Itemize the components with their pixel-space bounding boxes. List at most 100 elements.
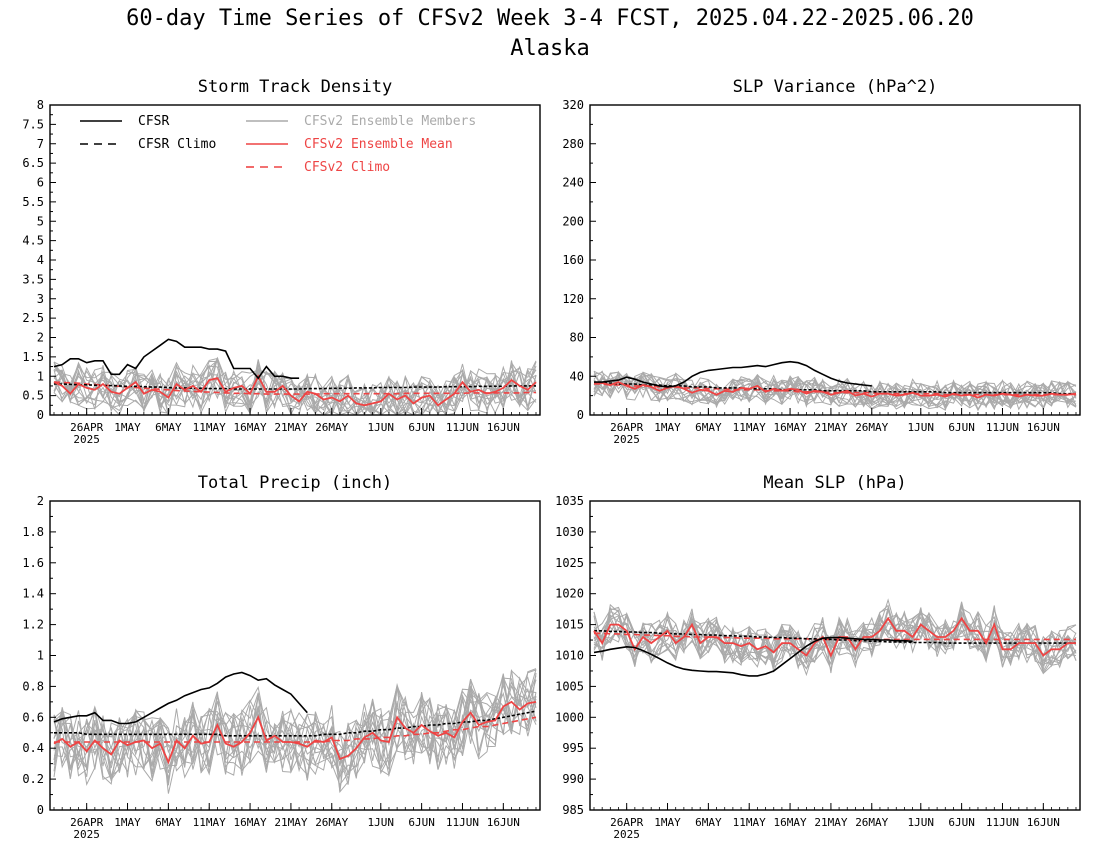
panel-4: Mean SLP (hPa) 985 990 995 1000 1005 1010 1015 1… [555,473,1081,841]
x-tick-label: 26APR [70,421,103,434]
panel-title: Mean SLP (hPa) [763,473,906,493]
x-tick-label: 6MAY [155,816,182,829]
y-tick-label: 0.4 [22,741,44,755]
panel-1: Storm Track Density 0 0.5 1 1.5 2 2.5 3 3.5 4 4.5 5… [22,77,541,446]
x-tick-year-label: 2025 [613,828,640,841]
y-tick-label: 3.5 [22,272,44,286]
x-tick-label: 21MAY [274,421,307,434]
cfsr-line [53,338,300,380]
x-tick-label: 11MAY [733,816,766,829]
cfsr-climo-line [54,710,537,737]
x-tick-label: 1MAY [114,421,141,434]
y-tick-label: 1015 [555,618,584,632]
x-tick-label: 11JUN [446,421,479,434]
y-tick-label: 320 [562,98,584,112]
y-tick-label: 1.5 [22,350,44,364]
x-tick-label: 26MAY [855,421,888,434]
y-tick-label: 1 [37,649,44,663]
x-tick-label: 11JUN [986,421,1019,434]
x-tick-label: 6MAY [155,421,182,434]
y-tick-label: 2 [37,331,44,345]
y-tick-label: 1.6 [22,556,44,570]
y-tick-label: 200 [562,214,584,228]
legend: CFSR CFSR Climo CFSv2 Ensemble Members CFSv… [80,114,476,175]
y-tick-label: 0.6 [22,710,44,724]
x-tick-label: 1JUN [908,421,935,434]
series-group [593,360,1077,412]
cfsr-climo-line [594,630,1076,644]
x-tick-label: 16JUN [1027,421,1060,434]
y-tick-label: 1 [37,369,44,383]
series-group [53,338,537,415]
panel-title: Storm Track Density [198,77,392,97]
ensemble-member-line [53,676,537,794]
x-tick-label: 21MAY [814,816,847,829]
x-tick-label: 26APR [70,816,103,829]
y-tick-label: 2 [37,494,44,508]
panel-title: Total Precip (inch) [198,473,392,493]
x-tick-label: 21MAY [274,816,307,829]
ensemble-mean-line [593,616,1076,658]
x-tick-label: 26MAY [315,816,348,829]
y-tick-label: 6.5 [22,156,44,170]
x-tick-label: 1MAY [654,421,681,434]
ensemble-mean-line [53,374,537,407]
legend-label: CFSv2 Climo [304,160,390,175]
legend-label: CFSv2 Ensemble Members [304,114,476,129]
x-tick-label: 16JUN [487,421,520,434]
y-tick-label: 5.5 [22,195,44,209]
legend-label: CFSv2 Ensemble Mean [304,137,453,152]
x-tick-label: 1JUN [908,816,935,829]
y-tick-label: 4.5 [22,234,44,248]
x-tick-year-label: 2025 [73,828,100,841]
x-tick-label: 26MAY [855,816,888,829]
x-tick-label: 11JUN [446,816,479,829]
x-tick-label: 16MAY [234,421,267,434]
series-group [53,668,537,794]
y-tick-label: 8 [37,98,44,112]
y-tick-label: 1.8 [22,525,44,539]
x-tick-label: 21MAY [814,421,847,434]
x-tick-label: 11MAY [193,816,226,829]
cfsr-line [53,671,308,725]
y-tick-label: 990 [562,772,584,786]
x-tick-label: 26APR [610,816,643,829]
y-tick-label: 1025 [555,556,584,570]
ensemble-member-line [593,370,1077,408]
y-tick-label: 1000 [555,710,584,724]
y-tick-label: 0.2 [22,772,44,786]
ensemble-mean-line [53,700,537,765]
y-tick-label: 5 [37,214,44,228]
y-tick-label: 1010 [555,649,584,663]
x-tick-year-label: 2025 [613,433,640,446]
y-tick-label: 2.5 [22,311,44,325]
legend-label: CFSR Climo [138,137,216,152]
ensemble-member-line [53,669,537,791]
y-tick-label: 120 [562,292,584,306]
y-tick-label: 1.2 [22,618,44,632]
series-group [593,598,1077,677]
plot-frame [589,104,1081,416]
cfsr-line [594,360,872,388]
y-tick-label: 1030 [555,525,584,539]
x-tick-label: 6MAY [695,816,722,829]
x-tick-label: 26APR [610,421,643,434]
region-title: Alaska [510,36,590,61]
x-tick-label: 6JUN [408,421,435,434]
x-tick-label: 6JUN [948,421,975,434]
x-tick-label: 1JUN [368,816,395,829]
y-tick-label: 0.5 [22,389,44,403]
x-tick-label: 16MAY [774,816,807,829]
y-tick-label: 0.8 [22,679,44,693]
x-tick-label: 1JUN [368,421,395,434]
legend-label: CFSR [138,114,169,129]
y-tick-label: 0 [577,408,584,422]
panel-2: SLP Variance (hPa^2) 0 40 80 120 160 200 240 280… [562,77,1081,446]
y-tick-label: 7.5 [22,117,44,131]
x-tick-label: 1MAY [654,816,681,829]
y-tick-label: 4 [37,253,44,267]
y-tick-label: 80 [570,331,584,345]
panel-title: SLP Variance (hPa^2) [733,77,938,97]
ensemble-member-line [53,358,537,415]
